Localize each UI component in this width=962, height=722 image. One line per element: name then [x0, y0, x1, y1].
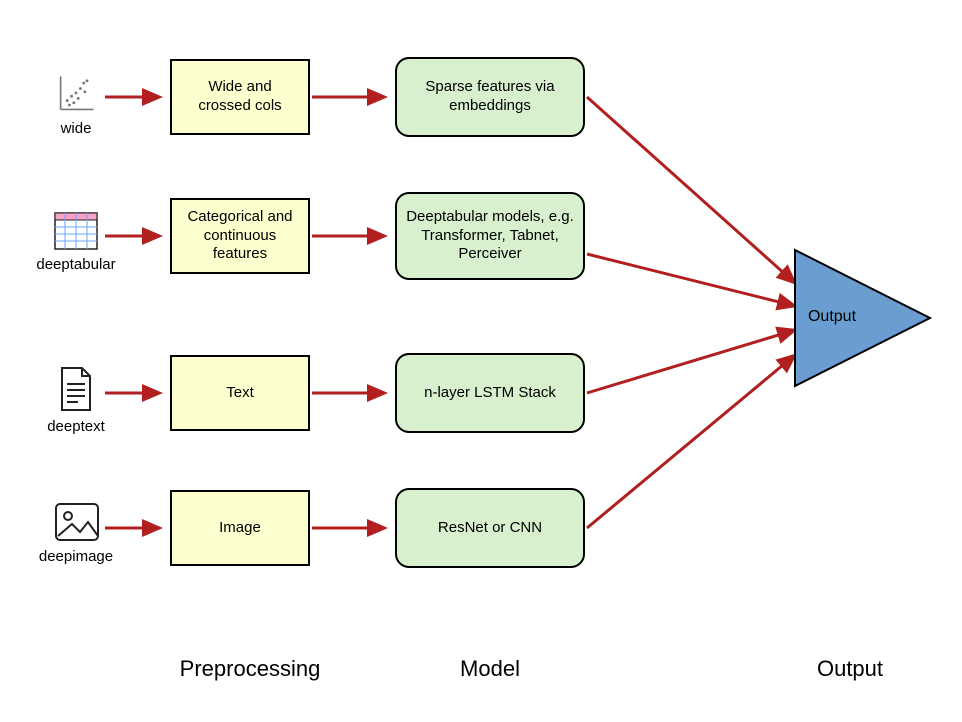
- model-deepimage-label: ResNet or CNN: [438, 519, 542, 538]
- image-icon: [54, 502, 100, 544]
- model-wide-label: Sparse features via embeddings: [405, 78, 575, 116]
- preproc-deeptext-label: Text: [226, 384, 254, 403]
- preproc-deeptabular: Categorical and continuous features: [170, 198, 310, 274]
- model-deepimage: ResNet or CNN: [395, 488, 585, 568]
- scatter-icon: [54, 72, 98, 116]
- preproc-deeptabular-label: Categorical and continuous features: [180, 208, 300, 264]
- model-deeptabular: Deeptabular models, e.g. Transformer, Ta…: [395, 192, 585, 280]
- model-deeptext-label: n-layer LSTM Stack: [424, 384, 556, 403]
- model-wide: Sparse features via embeddings: [395, 57, 585, 137]
- section-preprocessing: Preprocessing: [165, 656, 335, 682]
- icon-label-wide: wide: [40, 120, 112, 137]
- section-output: Output: [790, 656, 910, 682]
- preproc-deepimage: Image: [170, 490, 310, 566]
- document-icon: [56, 366, 96, 414]
- preproc-deeptext: Text: [170, 355, 310, 431]
- preproc-wide: Wide and crossed cols: [170, 59, 310, 135]
- icon-label-deepimage: deepimage: [34, 548, 118, 565]
- model-deeptext: n-layer LSTM Stack: [395, 353, 585, 433]
- preproc-deepimage-label: Image: [219, 519, 261, 538]
- preproc-wide-label: Wide and crossed cols: [180, 78, 300, 116]
- section-model: Model: [430, 656, 550, 682]
- table-icon: [54, 212, 98, 252]
- model-deeptabular-label: Deeptabular models, e.g. Transformer, Ta…: [405, 208, 575, 264]
- icon-label-deeptabular: deeptabular: [28, 256, 124, 273]
- output-label: Output: [797, 308, 867, 326]
- icon-label-deeptext: deeptext: [40, 418, 112, 435]
